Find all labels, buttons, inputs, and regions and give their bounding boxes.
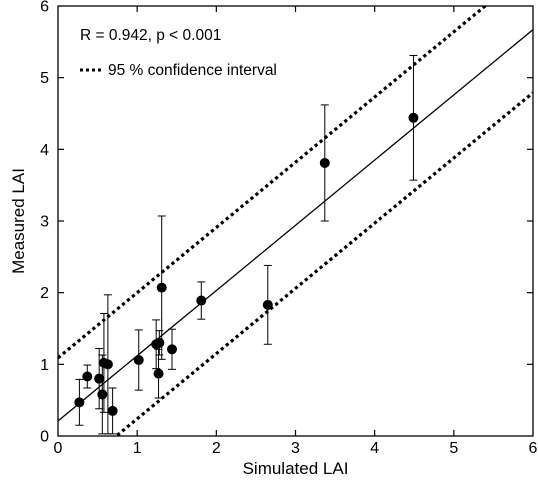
ci-upper-line — [58, 6, 488, 360]
data-point-group — [97, 354, 108, 435]
y-tick-label: 4 — [40, 142, 49, 159]
data-point-group — [262, 264, 273, 345]
ci-lower-line — [113, 91, 533, 436]
data-point — [156, 282, 167, 293]
y-tick-label: 5 — [40, 70, 49, 87]
confidence-interval-lines — [58, 6, 533, 436]
x-tick-label: 4 — [370, 440, 379, 457]
y-tick-label: 2 — [40, 285, 49, 302]
data-point — [94, 373, 105, 384]
data-point-group — [196, 281, 207, 320]
y-axis-ticks: 0 1 2 3 4 5 6 — [40, 0, 533, 446]
data-points-layer — [74, 54, 419, 435]
stats-annotation: R = 0.942, p < 0.001 — [80, 27, 221, 44]
data-point-group — [107, 387, 118, 435]
data-point-group — [156, 215, 167, 360]
x-tick-label: 1 — [133, 440, 142, 457]
data-point-group — [167, 328, 177, 370]
x-tick-label: 5 — [449, 440, 458, 457]
x-tick-label: 6 — [529, 440, 538, 457]
data-point — [154, 337, 165, 348]
data-point — [133, 355, 144, 366]
data-point-group — [94, 348, 105, 410]
x-tick-label: 3 — [291, 440, 300, 457]
data-point — [74, 397, 85, 408]
y-tick-label: 0 — [40, 429, 49, 446]
data-point — [102, 359, 113, 370]
x-tick-label: 0 — [54, 440, 63, 457]
data-point-group — [82, 364, 93, 389]
data-point — [167, 344, 177, 355]
data-point — [97, 389, 108, 400]
regression-line — [58, 29, 533, 422]
x-tick-label: 2 — [212, 440, 221, 457]
y-axis-label: Measured LAI — [9, 168, 28, 274]
data-point-group — [74, 378, 85, 426]
data-point — [319, 157, 330, 168]
data-point-group — [133, 329, 144, 391]
data-point-group — [408, 54, 419, 181]
y-tick-label: 1 — [40, 357, 49, 374]
data-point — [262, 299, 273, 310]
data-point — [107, 405, 118, 416]
data-point — [408, 112, 419, 123]
data-point — [196, 295, 207, 306]
data-point — [82, 371, 93, 382]
data-point-group — [319, 104, 330, 222]
ci-legend-label: 95 % confidence interval — [108, 62, 277, 79]
x-axis-ticks: 0 1 2 3 4 5 6 — [54, 6, 538, 457]
data-point — [153, 368, 164, 379]
y-tick-label: 3 — [40, 214, 49, 231]
x-axis-label: Simulated LAI — [243, 459, 349, 478]
regression-line-group — [58, 29, 533, 422]
y-tick-label: 6 — [40, 0, 49, 16]
